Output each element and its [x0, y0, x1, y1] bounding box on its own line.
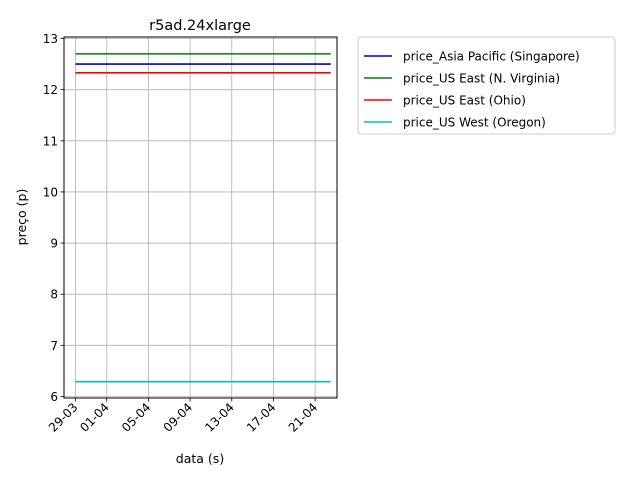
legend-items: price_Asia Pacific (Singapore) price_US E… — [364, 50, 580, 130]
plot-frame — [63, 36, 338, 399]
x-tick-label: 01-04 — [77, 400, 112, 435]
legend-frame — [357, 36, 616, 135]
y-tick-label: 12 — [43, 83, 58, 97]
legend-label: price_Asia Pacific (Singapore) — [403, 50, 580, 64]
x-tick-label: 13-04 — [202, 400, 237, 435]
y-tick-label: 9 — [50, 237, 58, 251]
x-tick-label: 17-04 — [244, 400, 279, 435]
legend: price_Asia Pacific (Singapore) price_US E… — [357, 36, 616, 135]
y-tick-label: 6 — [50, 390, 58, 404]
y-axis: 6 7 8 9 10 11 12 13 — [43, 32, 64, 404]
x-axis-label: data (s) — [176, 451, 224, 466]
x-tick-label: 05-04 — [119, 400, 154, 435]
y-tick-label: 13 — [43, 32, 58, 46]
legend-label: price_US East (N. Virginia) — [403, 72, 560, 86]
y-tick-label: 10 — [43, 185, 58, 199]
series-lines — [75, 53, 331, 383]
legend-label: price_US West (Oregon) — [403, 116, 546, 130]
x-tick-label: 09-04 — [161, 400, 196, 435]
legend-label: price_US East (Ohio) — [403, 94, 526, 108]
grid-lines — [64, 37, 337, 398]
y-tick-label: 11 — [43, 134, 58, 148]
x-tick-label: 21-04 — [286, 400, 321, 435]
y-tick-label: 7 — [50, 339, 58, 353]
chart-title: r5ad.24xlarge — [149, 18, 251, 34]
x-tick-label: 29-03 — [46, 400, 81, 435]
y-tick-label: 8 — [50, 288, 58, 302]
y-axis-label: preço (p) — [14, 189, 29, 246]
